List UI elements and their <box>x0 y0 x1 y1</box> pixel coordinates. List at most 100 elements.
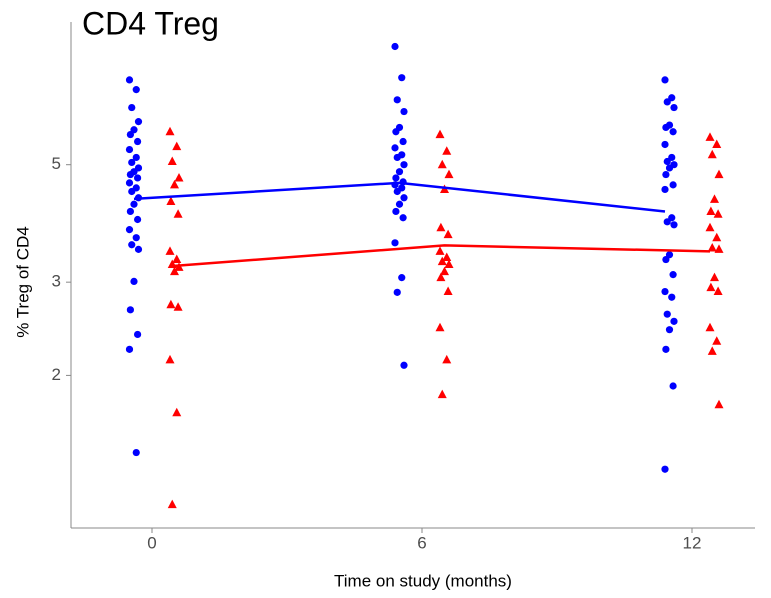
point <box>172 254 182 264</box>
point <box>669 382 677 390</box>
point <box>132 86 140 94</box>
point <box>436 222 446 232</box>
x-axis-label: Time on study (months) <box>334 571 512 590</box>
point <box>172 141 182 151</box>
point <box>669 128 677 136</box>
point <box>706 206 716 215</box>
point <box>167 499 177 509</box>
point <box>398 74 406 82</box>
point <box>661 185 669 194</box>
point <box>665 164 674 172</box>
point <box>442 354 452 364</box>
point <box>663 310 671 318</box>
point <box>400 161 408 169</box>
point <box>128 158 136 167</box>
point <box>436 272 446 282</box>
point <box>714 399 724 409</box>
point <box>134 118 143 126</box>
point <box>443 229 453 239</box>
point <box>391 239 399 247</box>
point <box>132 448 140 457</box>
point <box>670 221 678 229</box>
y-axis-label: % Treg of CD4 <box>13 226 32 338</box>
point <box>134 215 142 224</box>
point <box>126 207 134 216</box>
point <box>663 218 671 226</box>
point <box>665 326 674 334</box>
point <box>125 179 134 187</box>
point <box>663 157 671 166</box>
point <box>166 196 176 206</box>
point <box>661 465 669 473</box>
point <box>391 42 399 51</box>
point <box>125 226 134 234</box>
point <box>714 244 724 253</box>
point <box>395 200 404 208</box>
point <box>399 137 407 146</box>
point <box>126 306 134 314</box>
point <box>125 76 134 84</box>
point <box>174 172 184 182</box>
chart-title: CD4 Treg <box>82 5 219 41</box>
point <box>395 168 404 176</box>
point <box>125 345 134 353</box>
point <box>132 234 140 242</box>
point <box>393 96 401 104</box>
point <box>662 255 670 264</box>
point <box>713 209 723 218</box>
point <box>663 98 671 106</box>
point <box>670 317 678 325</box>
point <box>437 256 447 266</box>
point <box>443 286 453 296</box>
point <box>707 243 717 252</box>
point <box>444 169 454 179</box>
point <box>134 245 143 253</box>
point <box>170 266 179 276</box>
mean-line <box>133 181 666 213</box>
point <box>442 146 452 155</box>
point <box>134 174 142 182</box>
point <box>132 153 140 162</box>
y-tick-label: 5 <box>52 154 61 173</box>
y-tick-label: 2 <box>52 365 61 384</box>
point <box>126 130 134 139</box>
point <box>435 129 445 139</box>
point <box>173 302 183 311</box>
point <box>713 286 723 296</box>
point <box>130 200 138 208</box>
point <box>662 123 670 132</box>
point <box>128 187 136 196</box>
point <box>128 241 136 249</box>
point <box>130 277 138 286</box>
point <box>400 361 408 369</box>
point <box>712 336 722 345</box>
x-tick-label: 6 <box>417 533 426 552</box>
mean-line <box>174 244 711 268</box>
point <box>165 126 175 136</box>
point <box>668 293 676 301</box>
point <box>170 179 179 189</box>
point <box>393 153 401 162</box>
point <box>661 140 669 149</box>
point <box>705 322 715 332</box>
point <box>669 181 677 189</box>
point <box>435 322 445 332</box>
x-tick-label: 0 <box>147 533 156 552</box>
point <box>393 187 401 196</box>
point <box>662 170 670 179</box>
point <box>707 346 717 355</box>
point <box>670 103 678 112</box>
point <box>440 266 449 276</box>
point <box>173 209 183 218</box>
point <box>392 174 400 182</box>
point <box>125 145 134 154</box>
point <box>669 271 677 279</box>
point <box>134 137 142 146</box>
point <box>705 222 715 232</box>
y-tick-label: 3 <box>52 272 61 291</box>
point <box>706 282 716 292</box>
point <box>128 103 136 112</box>
point <box>134 330 142 339</box>
point <box>391 144 399 152</box>
